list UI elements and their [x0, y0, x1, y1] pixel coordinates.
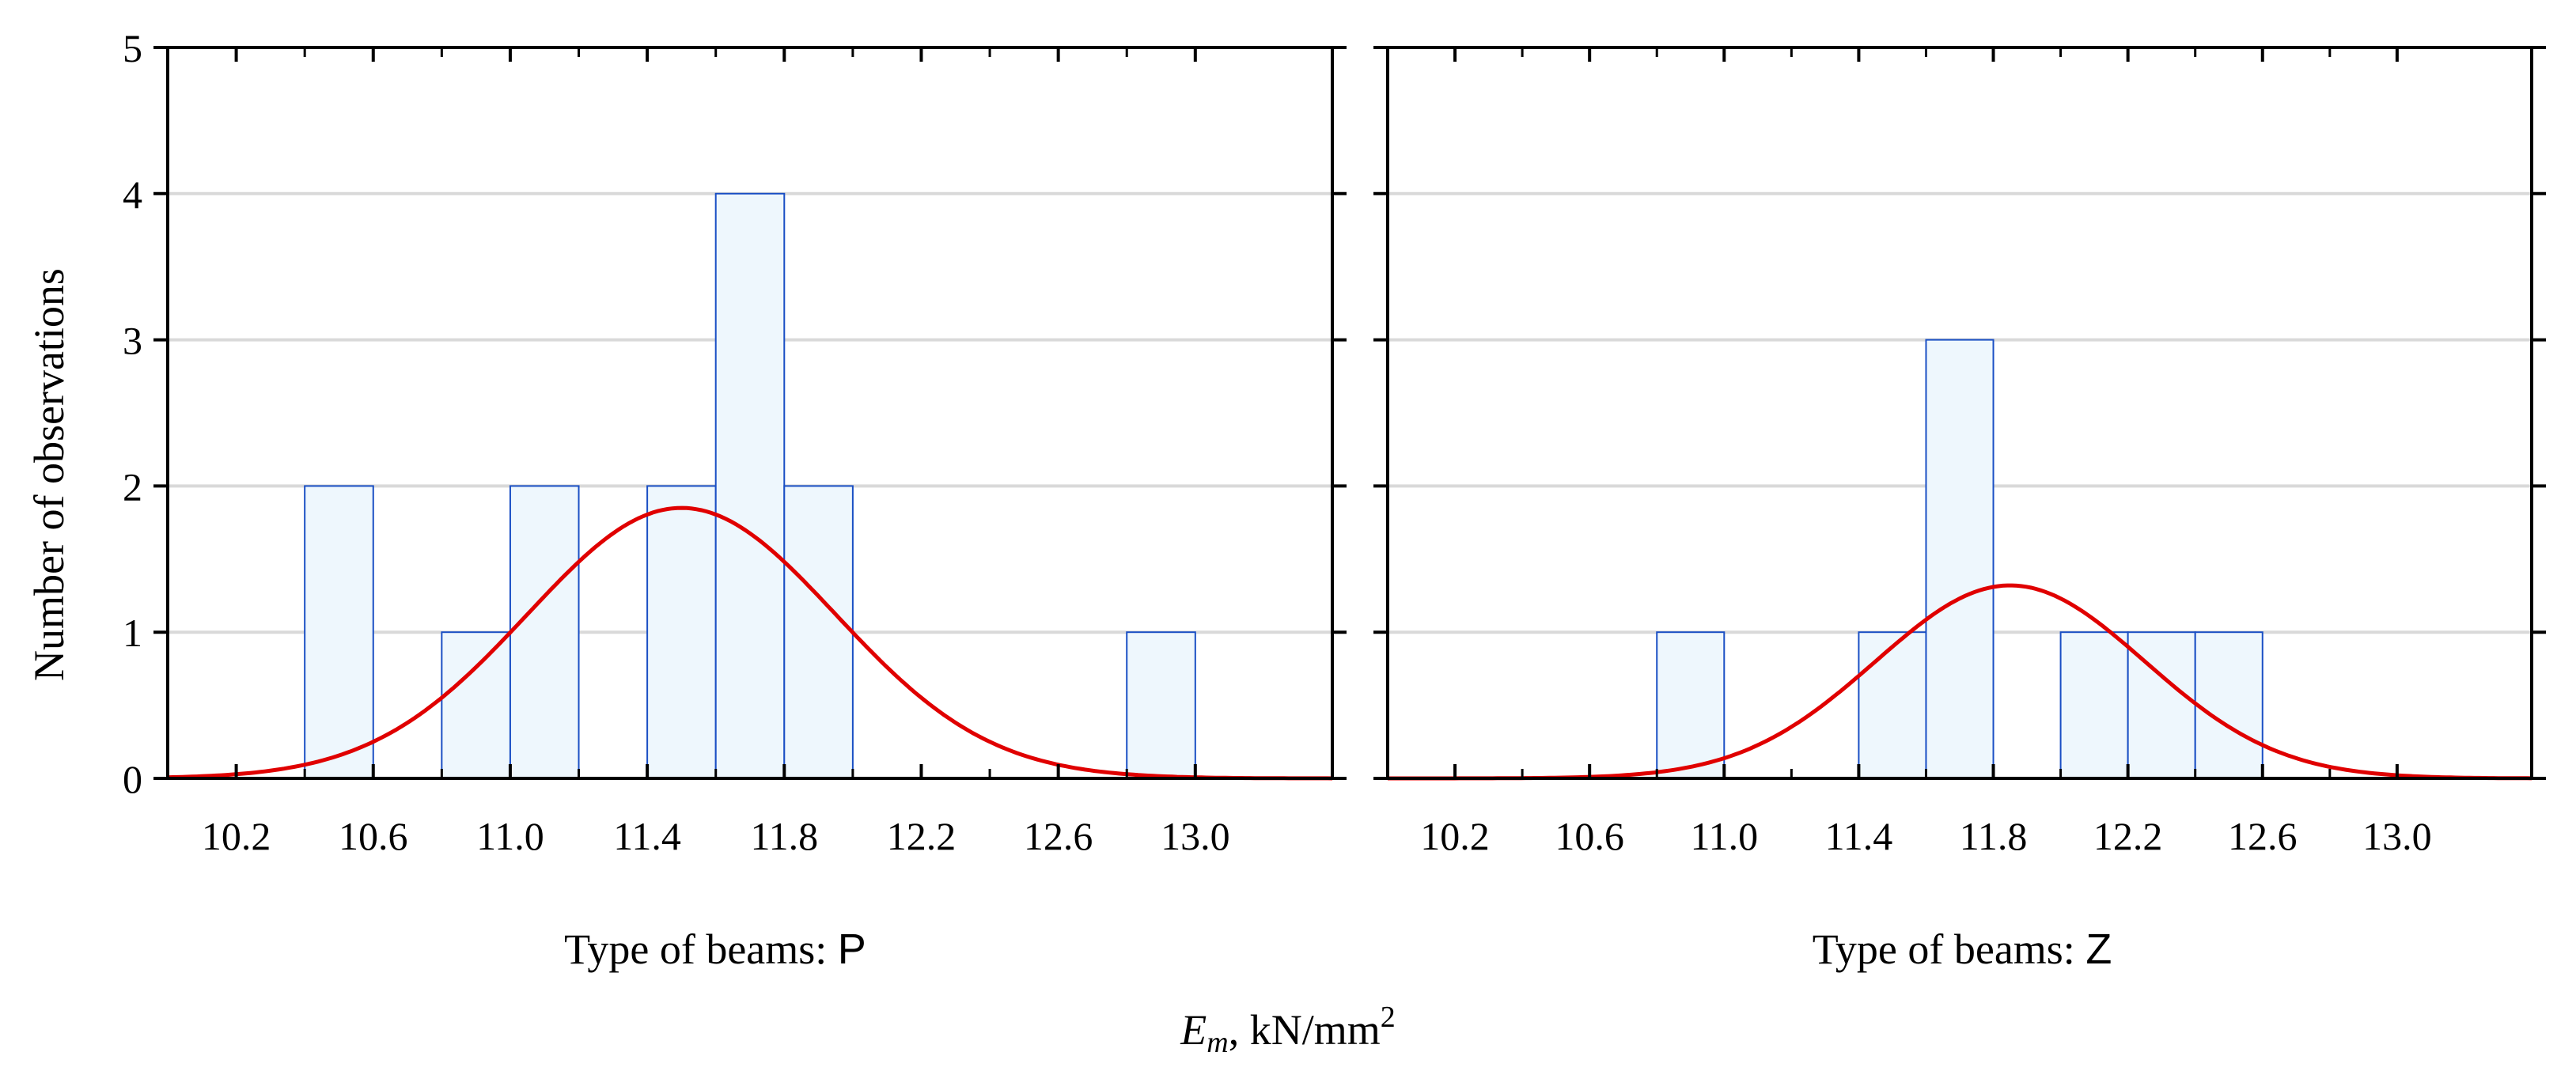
- x-axis-label-symbol: E: [1180, 1006, 1207, 1054]
- histogram-bar: [1858, 631, 1927, 780]
- panel-title-z-type: Z: [2085, 925, 2112, 973]
- normal-fit-curve: [167, 505, 1333, 781]
- x-tick-label: 12.2: [2093, 814, 2163, 858]
- panel-z: 10.2 10.6 11.0 11.4 11.8 12.2 12.6 13.0: [1373, 46, 2546, 858]
- panel-title-z: Type of beams: Z: [1813, 925, 2112, 973]
- y-tick-label: 4: [123, 172, 142, 217]
- panel-title-z-prefix: Type of beams:: [1813, 925, 2086, 973]
- histogram-bar: [304, 485, 374, 780]
- x-tick-label: 12.6: [1024, 814, 1093, 858]
- x-tick-label: 11.4: [1825, 814, 1893, 858]
- plot-frame: [166, 46, 1334, 780]
- x-axis-label-subscript: m: [1207, 1026, 1228, 1059]
- histogram-bar: [783, 485, 854, 780]
- x-axis-label-superscript: 2: [1381, 1001, 1396, 1034]
- y-tick-label: 2: [123, 464, 142, 509]
- x-tick-label: 11.0: [1690, 814, 1758, 858]
- panel-title-p: Type of beams: P: [564, 925, 866, 973]
- x-tick-label: 13.0: [1161, 814, 1230, 858]
- histogram-bar: [1126, 631, 1196, 780]
- x-axis-label-units: , kN/mm: [1229, 1006, 1381, 1054]
- panels-group: 10.2 10.6 11.0 11.4 11.8 12.2 12.6 13.001234510…: [123, 26, 2546, 858]
- x-tick-label: 11.8: [750, 814, 818, 858]
- x-tick-label: 10.6: [339, 814, 408, 858]
- y-tick-label: 3: [123, 319, 142, 363]
- panel-title-p-type: P: [838, 925, 866, 973]
- x-axis-label: Em, kN/mm2: [1180, 1001, 1395, 1059]
- panel-title-p-prefix: Type of beams:: [564, 925, 838, 973]
- x-tick-label: 10.2: [1420, 814, 1490, 858]
- x-tick-label: 11.8: [1960, 814, 2028, 858]
- histogram-bar: [2194, 631, 2263, 780]
- panel-p: 10.2 10.6 11.0 11.4 11.8 12.2 12.6 13.0 0 1 2 3 4 5: [123, 26, 1347, 858]
- histogram-bar: [1656, 631, 1726, 780]
- x-tick-label: 11.4: [613, 814, 681, 858]
- histogram-bar: [714, 192, 786, 780]
- y-tick-label: 1: [123, 611, 142, 655]
- histogram-bar: [1925, 339, 1995, 780]
- y-tick-label: 5: [123, 26, 142, 70]
- x-tick-label: 13.0: [2362, 814, 2432, 858]
- x-tick-label: 10.2: [202, 814, 271, 858]
- y-axis-label: Number of observations: [25, 268, 73, 681]
- histogram-bar: [441, 631, 511, 780]
- x-tick-label: 11.0: [476, 814, 544, 858]
- histogram-bar: [2059, 631, 2129, 780]
- x-tick-label: 10.6: [1555, 814, 1624, 858]
- histogram-bar: [646, 485, 717, 780]
- x-tick-label: 12.2: [887, 814, 957, 858]
- plot-frame: [1386, 46, 2533, 780]
- histogram-bar: [509, 485, 580, 780]
- x-tick-label: 12.6: [2228, 814, 2298, 858]
- y-tick-label: 0: [123, 757, 142, 801]
